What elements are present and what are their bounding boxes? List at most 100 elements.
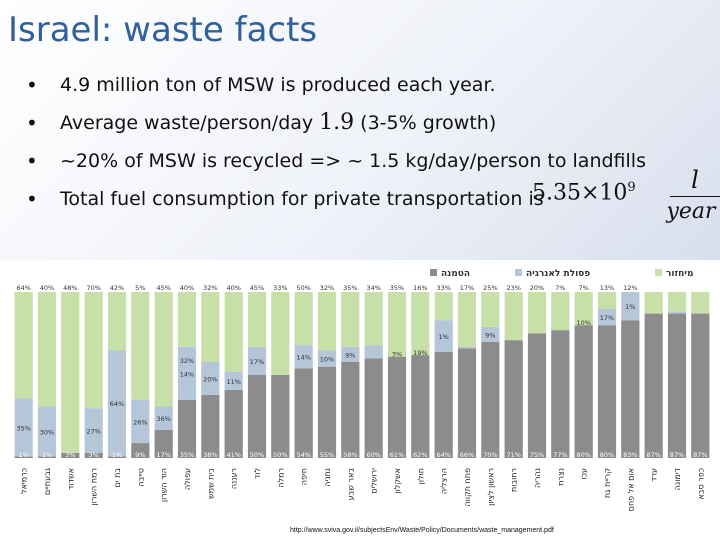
bar-segment	[644, 292, 663, 314]
bar-segment	[574, 325, 593, 458]
bar-segment	[131, 443, 150, 458]
formula-denominator: year	[666, 199, 716, 224]
bar-segment	[37, 456, 57, 458]
top-data-label: 13%	[600, 284, 614, 292]
bottom-data-label: 41%	[226, 451, 240, 459]
category-label: בת ים	[113, 468, 122, 488]
bar-segment	[37, 292, 57, 407]
bar-segment	[154, 292, 173, 407]
bar-segment	[551, 330, 570, 458]
source-link[interactable]: http://www.sviva.gov.il/subjectsEnv/Wast…	[290, 527, 554, 534]
bar-segment	[201, 361, 220, 395]
bar-segment	[457, 346, 477, 349]
inner-data-label: 9%	[485, 331, 495, 339]
top-data-label: 34%	[366, 284, 380, 292]
legend-label: הטמנה	[441, 269, 470, 279]
bottom-data-label: 38%	[203, 451, 217, 459]
inner-data-label: 64%	[110, 400, 124, 408]
bar-segment	[14, 456, 33, 458]
category-label: רמלה	[276, 468, 285, 488]
bar-segment	[177, 292, 197, 347]
top-data-label: 16%	[413, 284, 427, 292]
bar-segment	[644, 313, 663, 458]
bar-segment	[457, 348, 477, 458]
bottom-data-label: 1%	[112, 451, 122, 459]
inner-data-label: 11%	[226, 378, 240, 386]
bar-segment	[341, 292, 360, 347]
top-data-label: 7%	[579, 284, 589, 292]
category-label: הרצליה	[440, 468, 449, 494]
bar-segment	[597, 325, 617, 458]
bar-segment	[434, 351, 453, 458]
bullet-text: Total fuel consumption for private trans…	[60, 188, 544, 210]
category-label: אשדוד	[66, 468, 75, 490]
top-data-label: 50%	[296, 284, 310, 292]
category-label: כרמיאל	[20, 468, 29, 494]
bottom-data-label: 9%	[135, 451, 145, 459]
inner-data-label: 3%	[392, 350, 402, 358]
top-data-label: 40%	[40, 284, 54, 292]
category-label: פתח תקווה	[463, 468, 472, 507]
bar-segment	[621, 292, 640, 321]
bar-segment	[341, 361, 360, 458]
bar-segment	[271, 292, 290, 375]
category-label: עכו	[580, 468, 589, 479]
category-label: ערד	[650, 468, 659, 482]
bottom-data-label: 35%	[180, 451, 194, 459]
bar-segment	[294, 368, 313, 458]
legend-swatch	[515, 269, 522, 276]
stacked-bar-chart: הטמנה פסולת לאנרגיה מיחזור 64% 40% 48% 70% 42% 5…	[14, 269, 710, 511]
top-data-label: 35%	[390, 284, 404, 292]
bottom-data-label: 17%	[156, 451, 170, 459]
bottom-data-label: 66%	[460, 451, 474, 459]
bar-segment	[527, 292, 547, 334]
bar-segment	[177, 346, 197, 400]
bar-segment	[107, 350, 127, 457]
inner-data-label: 36%	[156, 415, 170, 423]
bar-segment	[271, 375, 290, 458]
bullet-list: 4.9 million ton of MSW is produced each …	[24, 66, 646, 218]
bar-segment	[364, 358, 383, 458]
formula-exponent: 9	[627, 180, 636, 195]
bar-segment	[597, 292, 617, 309]
bar-segment	[317, 350, 337, 367]
bottom-data-label: 3%	[89, 451, 99, 459]
bar-segment	[107, 292, 127, 351]
bar-segment	[154, 406, 173, 430]
inner-data-label: 35%	[16, 424, 30, 432]
bullet-note: (3-5% growth)	[360, 112, 497, 134]
bottom-data-label: 80%	[576, 451, 590, 459]
bar-segment	[224, 371, 243, 390]
bar-segment	[294, 292, 313, 346]
top-data-label: 40%	[226, 284, 240, 292]
top-data-label: 32%	[203, 284, 217, 292]
legend-label: מיחזור	[666, 269, 693, 279]
category-label: בית שמש	[206, 468, 215, 499]
bottom-data-label: 50%	[273, 451, 287, 459]
bottom-data-label: 3%	[65, 451, 75, 459]
category-label: נהריה	[533, 468, 542, 488]
bar-segment	[481, 326, 500, 342]
bar-segment	[504, 340, 523, 458]
bottom-data-label: 64%	[436, 451, 450, 459]
bottom-data-label: 83%	[623, 451, 637, 459]
category-label: חולון	[416, 468, 425, 484]
top-data-label: 23%	[506, 284, 520, 292]
category-label: עפולה	[183, 468, 192, 490]
bar-segment	[551, 292, 570, 331]
bottom-data-label: 50%	[250, 451, 264, 459]
bar-segment	[107, 456, 127, 458]
inner-data-label: 20%	[203, 375, 217, 383]
bar-segment	[691, 292, 710, 314]
bar-segment	[317, 292, 337, 351]
bar-segment	[224, 389, 243, 458]
bar-segment	[84, 453, 103, 458]
bottom-data-label: 1%	[19, 451, 29, 459]
top-data-label: 35%	[343, 284, 357, 292]
top-data-label: 33%	[273, 284, 287, 292]
legend-swatch	[430, 269, 437, 276]
legend-label: פסולת לאנרגיה	[526, 269, 590, 279]
category-label: נתניה	[323, 468, 332, 487]
category-label: רחובות	[510, 468, 519, 492]
